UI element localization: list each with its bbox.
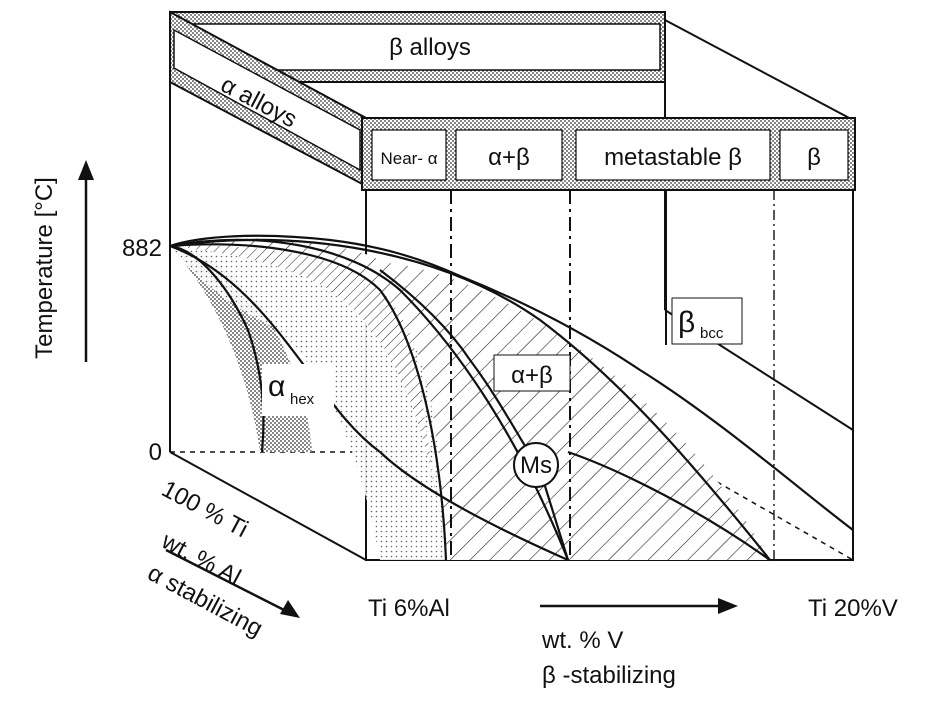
temperature-axis-label: Temperature [°C] bbox=[31, 177, 58, 359]
tick-882: 882 bbox=[122, 235, 162, 262]
near-alpha-label: Near- α bbox=[380, 149, 437, 168]
alpha-hex-symbol: α bbox=[268, 370, 285, 403]
alpha-beta-phase-label: α+β bbox=[493, 354, 571, 392]
near-alpha-box bbox=[371, 129, 447, 181]
v-axis-label-1: wt. % V bbox=[541, 627, 623, 654]
ms-marker: Ms bbox=[513, 442, 559, 488]
beta-box bbox=[779, 129, 849, 181]
beta-alloys-label: β alloys bbox=[389, 34, 471, 61]
beta-bcc-label: β bcc bbox=[671, 297, 743, 345]
ti-6al-label: Ti 6%Al bbox=[368, 595, 450, 622]
v-axis: Ti 6%Al Ti 20%V wt. % V β -stabilizing bbox=[368, 595, 898, 689]
beta-bcc-symbol: β bbox=[678, 306, 695, 339]
category-dividers bbox=[450, 190, 775, 560]
v-axis-label-2: β -stabilizing bbox=[542, 662, 676, 689]
alpha-hex-label: α hex bbox=[262, 364, 334, 416]
alpha-beta-category-label: α+β bbox=[488, 144, 530, 171]
metastable-beta-label: metastable β bbox=[604, 144, 742, 171]
beta-alloys-bar: β alloys bbox=[169, 11, 666, 83]
ms-label: Ms bbox=[520, 452, 552, 479]
alpha-beta-phase-text: α+β bbox=[511, 362, 553, 389]
beta-bcc-subscript: bcc bbox=[700, 325, 724, 342]
al-axis: 100 % Ti wt. % Al α stabilizing bbox=[143, 475, 300, 642]
alloy-category-bar: Near- α α+β metastable β β bbox=[361, 117, 856, 191]
metastable-beta-box bbox=[575, 129, 771, 181]
alpha-beta-box bbox=[455, 129, 563, 181]
beta-category-label: β bbox=[807, 144, 821, 171]
ti-20v-label: Ti 20%V bbox=[808, 595, 898, 622]
tick-0: 0 bbox=[149, 439, 162, 466]
temperature-axis: Temperature [°C] 882 0 bbox=[31, 160, 162, 466]
alpha-alloys-bar: α alloys bbox=[169, 10, 367, 188]
alpha-hex-subscript: hex bbox=[290, 391, 315, 408]
phase-boundaries bbox=[169, 234, 854, 562]
